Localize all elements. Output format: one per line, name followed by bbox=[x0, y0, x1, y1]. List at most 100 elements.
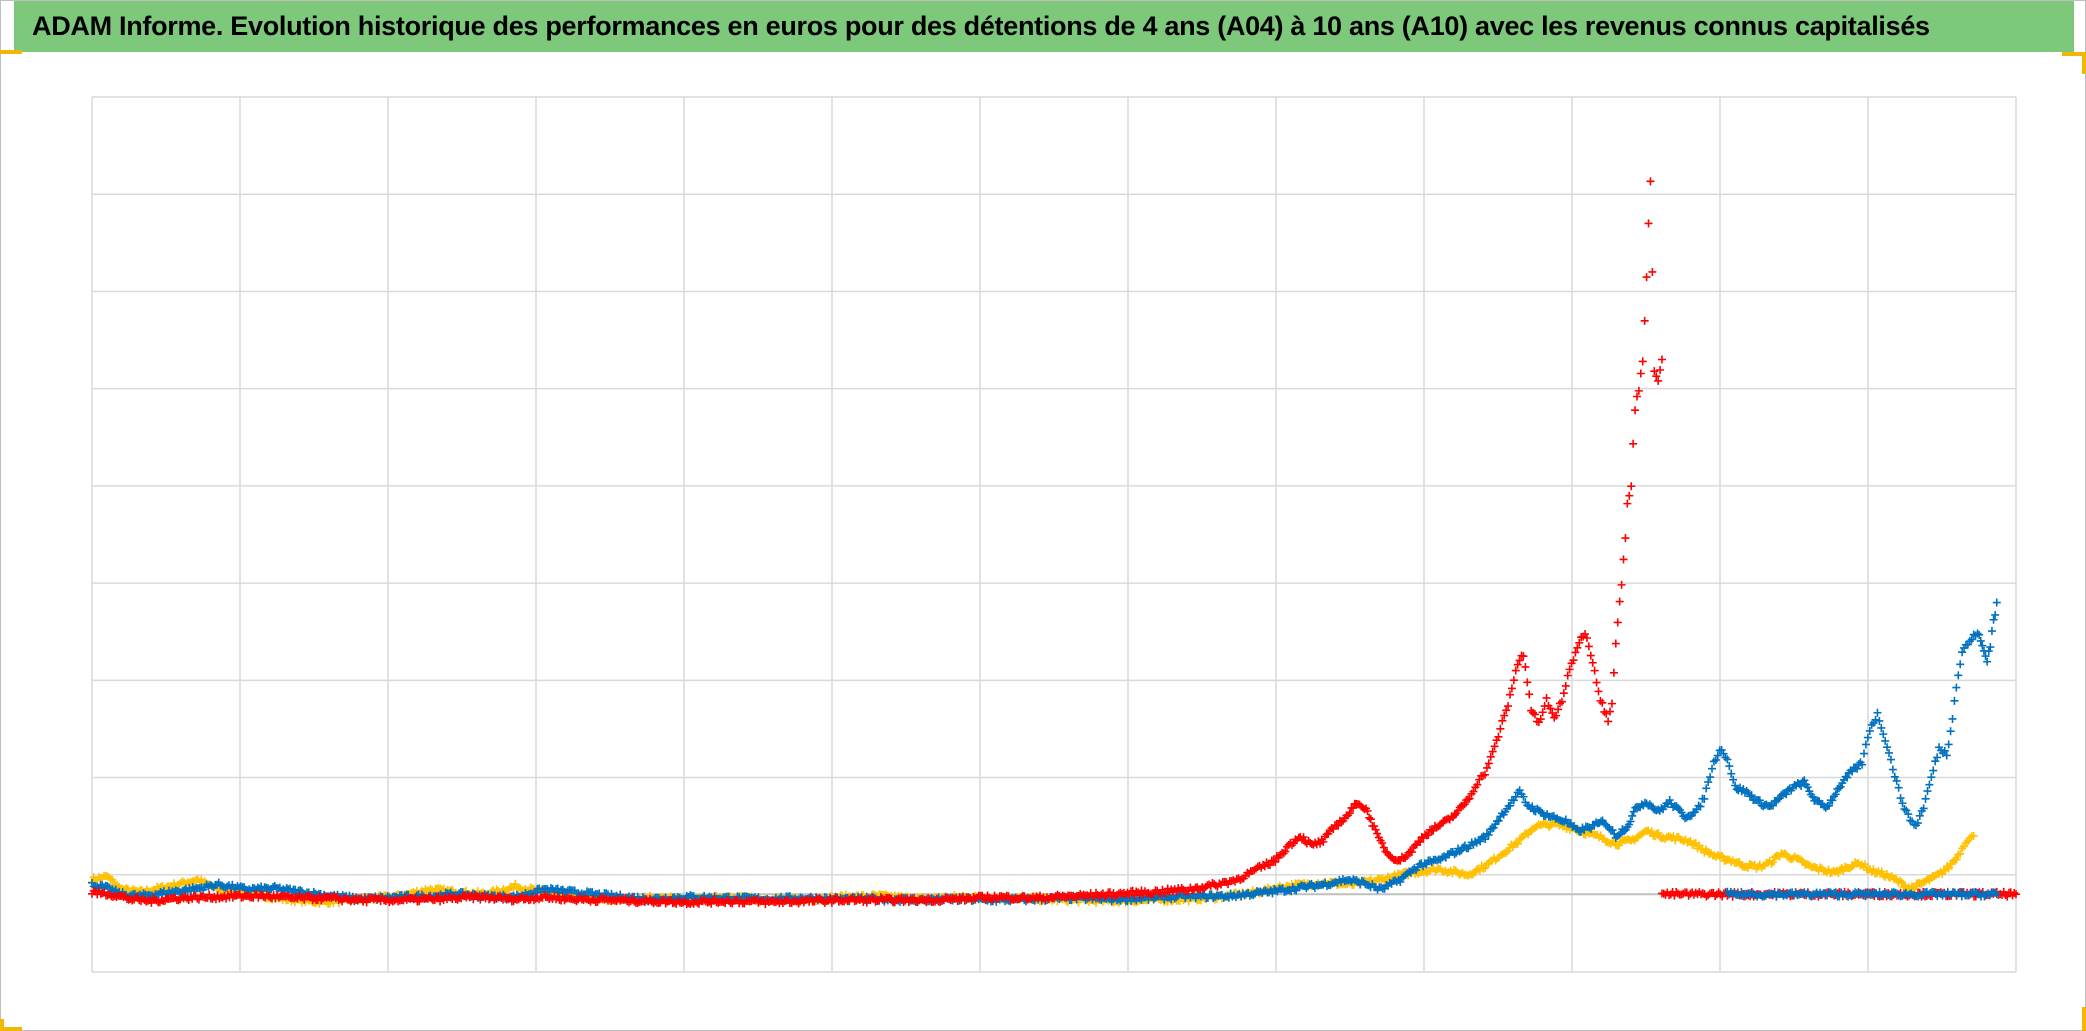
data-point-series-0 bbox=[108, 875, 117, 884]
data-point-series-2 bbox=[1379, 843, 1388, 852]
data-point-series-0 bbox=[113, 881, 122, 890]
data-point-series-2 bbox=[953, 896, 962, 905]
data-point-series-0 bbox=[1463, 871, 1472, 880]
data-point-series-1 bbox=[1877, 723, 1886, 732]
data-point-series-1 bbox=[1677, 808, 1686, 817]
data-point-series-1 bbox=[228, 880, 237, 889]
data-point-series-4 bbox=[1861, 892, 1870, 901]
data-point-series-4 bbox=[1802, 890, 1811, 899]
data-point-series-1 bbox=[1978, 641, 1987, 650]
data-point-series-2 bbox=[1484, 759, 1493, 768]
data-point-series-1 bbox=[1931, 757, 1940, 766]
data-point-series-2 bbox=[1424, 830, 1433, 839]
data-point-series-2 bbox=[1137, 886, 1146, 895]
data-point-series-0 bbox=[1479, 864, 1488, 873]
data-point-series-0 bbox=[1896, 876, 1905, 885]
data-point-series-2 bbox=[827, 898, 836, 907]
data-point-series-2 bbox=[1105, 888, 1114, 897]
data-point-series-2 bbox=[1623, 499, 1632, 508]
data-point-series-1 bbox=[1984, 647, 1993, 656]
data-point-series-1 bbox=[1944, 740, 1953, 749]
data-point-series-4 bbox=[1845, 891, 1854, 900]
data-point-series-2 bbox=[1627, 482, 1636, 491]
data-point-series-0 bbox=[1834, 869, 1843, 878]
data-point-series-2 bbox=[1324, 829, 1333, 838]
data-point-series-4 bbox=[1907, 889, 1916, 898]
data-point-series-2 bbox=[1345, 809, 1354, 818]
data-point-series-2 bbox=[1507, 684, 1516, 693]
data-point-series-2 bbox=[1632, 392, 1641, 401]
data-point-series-0 bbox=[1847, 862, 1856, 871]
data-point-series-0 bbox=[1472, 865, 1481, 874]
data-point-series-2 bbox=[1229, 876, 1238, 885]
data-point-series-0 bbox=[122, 884, 131, 893]
data-point-series-2 bbox=[633, 898, 642, 907]
data-point-series-2 bbox=[1609, 668, 1618, 677]
data-point-series-2 bbox=[1565, 665, 1574, 674]
data-point-series-2 bbox=[1370, 822, 1379, 831]
data-point-series-3 bbox=[2003, 892, 2012, 901]
data-point-series-1 bbox=[1629, 807, 1638, 816]
data-point-series-1 bbox=[1933, 753, 1942, 762]
data-point-series-2 bbox=[1253, 862, 1262, 871]
data-point-series-1 bbox=[1706, 773, 1715, 782]
data-point-series-2 bbox=[1656, 366, 1665, 375]
data-point-series-1 bbox=[1665, 795, 1674, 804]
data-point-series-1 bbox=[1747, 791, 1756, 800]
data-point-series-2 bbox=[1097, 890, 1106, 899]
data-point-series-2 bbox=[1650, 367, 1659, 376]
data-point-series-1 bbox=[1450, 850, 1459, 859]
data-point-series-4 bbox=[1784, 889, 1793, 898]
data-point-series-2 bbox=[411, 893, 420, 902]
data-point-series-1 bbox=[1940, 746, 1949, 755]
data-point-series-2 bbox=[1496, 724, 1505, 733]
data-point-series-2 bbox=[754, 898, 763, 907]
data-point-series-1 bbox=[1224, 893, 1233, 902]
data-point-series-0 bbox=[1517, 834, 1526, 843]
data-point-series-1 bbox=[1455, 847, 1464, 856]
data-point-series-1 bbox=[1151, 893, 1160, 902]
data-point-series-2 bbox=[1502, 706, 1511, 715]
data-point-series-0 bbox=[1956, 849, 1965, 858]
data-point-series-1 bbox=[1628, 811, 1637, 820]
data-point-series-1 bbox=[1433, 856, 1442, 865]
data-point-series-1 bbox=[1913, 819, 1922, 828]
data-point-series-2 bbox=[1525, 690, 1534, 699]
data-point-series-2 bbox=[1606, 707, 1615, 716]
data-point-series-1 bbox=[1506, 801, 1515, 810]
data-point-series-1 bbox=[1377, 883, 1386, 892]
data-point-series-1 bbox=[1900, 805, 1909, 814]
data-point-series-2 bbox=[1494, 732, 1503, 741]
data-point-series-0 bbox=[1615, 841, 1624, 850]
data-point-series-2 bbox=[1469, 787, 1478, 796]
data-point-series-2 bbox=[1363, 807, 1372, 816]
data-point-series-1 bbox=[1873, 708, 1882, 717]
data-point-series-1 bbox=[1484, 830, 1493, 839]
data-point-series-1 bbox=[1405, 867, 1414, 876]
data-point-series-1 bbox=[1915, 811, 1924, 820]
data-point-series-1 bbox=[1836, 782, 1845, 791]
data-point-series-4 bbox=[1914, 892, 1923, 901]
data-point-series-2 bbox=[836, 896, 845, 905]
data-point-series-2 bbox=[497, 894, 506, 903]
data-point-series-2 bbox=[1490, 742, 1499, 751]
data-point-series-1 bbox=[1167, 895, 1176, 904]
data-point-series-2 bbox=[1519, 652, 1528, 661]
data-point-series-2 bbox=[1554, 705, 1563, 714]
data-point-series-2 bbox=[1498, 716, 1507, 725]
data-point-series-1 bbox=[1800, 776, 1809, 785]
data-point-series-2 bbox=[1482, 763, 1491, 772]
data-point-series-2 bbox=[619, 895, 628, 904]
data-point-series-2 bbox=[1473, 780, 1482, 789]
data-point-series-1 bbox=[1322, 882, 1331, 891]
data-point-series-3 bbox=[1659, 889, 1668, 898]
data-point-series-2 bbox=[572, 897, 581, 906]
data-point-series-2 bbox=[446, 893, 455, 902]
data-point-series-1 bbox=[1956, 660, 1965, 669]
data-point-series-2 bbox=[1504, 702, 1513, 711]
data-point-series-2 bbox=[103, 891, 112, 900]
data-point-series-2 bbox=[796, 896, 805, 905]
data-point-series-4 bbox=[1828, 890, 1837, 899]
data-point-series-1 bbox=[204, 882, 213, 891]
data-point-series-2 bbox=[1515, 656, 1524, 665]
